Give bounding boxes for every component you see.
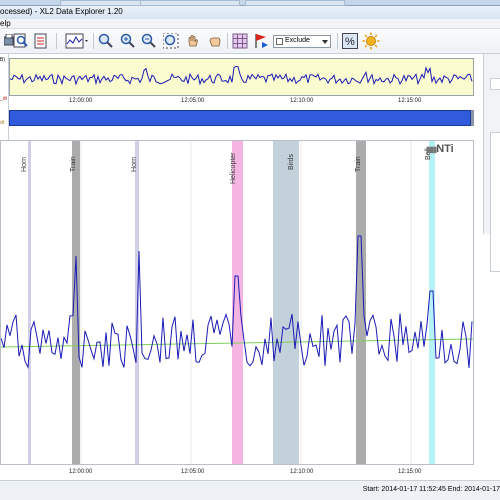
- event-label: Birds: [288, 154, 295, 170]
- exclude-select-value: Exclude: [285, 37, 310, 44]
- pan-hand-icon[interactable]: [184, 32, 202, 50]
- event-band: [273, 141, 299, 464]
- overview-trace: [10, 65, 473, 86]
- time-range-scrollbar[interactable]: [9, 110, 471, 126]
- event-label: Helicopter: [230, 152, 237, 184]
- left-panel-item[interactable]: B): [0, 57, 5, 63]
- svg-text:%: %: [345, 36, 355, 48]
- main-time-label: 12:10:00: [290, 469, 314, 475]
- zoom-fit-icon[interactable]: [162, 32, 180, 50]
- flag-marker-icon[interactable]: [252, 32, 270, 50]
- right-panel-box[interactable]: [490, 78, 500, 90]
- overview-time-label: 12:05:00: [181, 98, 205, 104]
- percent-icon[interactable]: %: [341, 32, 359, 50]
- overview-time-label: 12:10:00: [290, 98, 314, 104]
- grab-hand-icon[interactable]: [206, 32, 224, 50]
- exclude-select[interactable]: Exclude: [273, 35, 331, 48]
- main-time-label: 12:00:00: [69, 469, 93, 475]
- event-band: [429, 141, 435, 464]
- menubar: elp: [0, 19, 500, 29]
- zoom-in-icon[interactable]: [97, 32, 115, 50]
- taskbar-button[interactable]: [140, 0, 240, 6]
- zoom-out-icon[interactable]: [140, 32, 158, 50]
- event-band: [28, 141, 31, 464]
- right-panel: [483, 54, 500, 272]
- chart-view-icon[interactable]: [64, 32, 90, 50]
- exclude-checkbox[interactable]: [276, 38, 283, 45]
- status-bar: Start: 2014-01-17 11:52:45 End: 2014-01-…: [0, 480, 500, 500]
- event-label: Horn: [21, 156, 28, 172]
- event-band: [72, 141, 80, 464]
- scrollbar-end-handle[interactable]: [471, 110, 474, 126]
- overview-time-label: 12:00:00: [69, 98, 93, 104]
- overview-chart[interactable]: [9, 58, 474, 96]
- main-trace-line: [1, 235, 473, 370]
- event-band: [232, 141, 243, 464]
- status-text: Start: 2014-01-17 11:52:45 End: 2014-01-…: [362, 486, 500, 493]
- window-title: ocessed) - XL2 Data Explorer 1.20: [0, 7, 123, 16]
- window-titlebar: ocessed) - XL2 Data Explorer 1.20: [0, 6, 500, 19]
- sun-icon[interactable]: [362, 32, 380, 50]
- main-time-label: 12:05:00: [181, 469, 205, 475]
- print-icon[interactable]: [0, 32, 18, 50]
- nti-logo: ▮▮▮NTi: [426, 143, 454, 155]
- report-icon[interactable]: [32, 32, 50, 50]
- main-chart[interactable]: [0, 140, 474, 465]
- left-panel-item[interactable]: _dt: [0, 96, 7, 102]
- overview-time-label: 12:15:00: [398, 98, 422, 104]
- event-label: Train: [70, 156, 77, 172]
- grid-icon[interactable]: [231, 32, 249, 50]
- event-label: Horn: [131, 156, 138, 172]
- chevron-down-icon: [322, 40, 328, 44]
- zoom-page-icon[interactable]: [12, 32, 30, 50]
- taskbar: [0, 0, 500, 6]
- overview-trace-line: [10, 65, 473, 86]
- event-band: [356, 141, 366, 464]
- toolbar: %: [0, 29, 500, 54]
- zoom-in-plus-icon[interactable]: [119, 32, 137, 50]
- right-panel-box[interactable]: [490, 132, 500, 272]
- event-band: [135, 141, 139, 464]
- taskbar-button[interactable]: [245, 0, 345, 6]
- menu-help[interactable]: elp: [0, 19, 11, 28]
- event-label: Train: [355, 156, 362, 172]
- main-chart-plot: [1, 141, 473, 464]
- left-panel-item[interactable]: dt: [0, 120, 5, 126]
- main-time-label: 12:15:00: [398, 469, 422, 475]
